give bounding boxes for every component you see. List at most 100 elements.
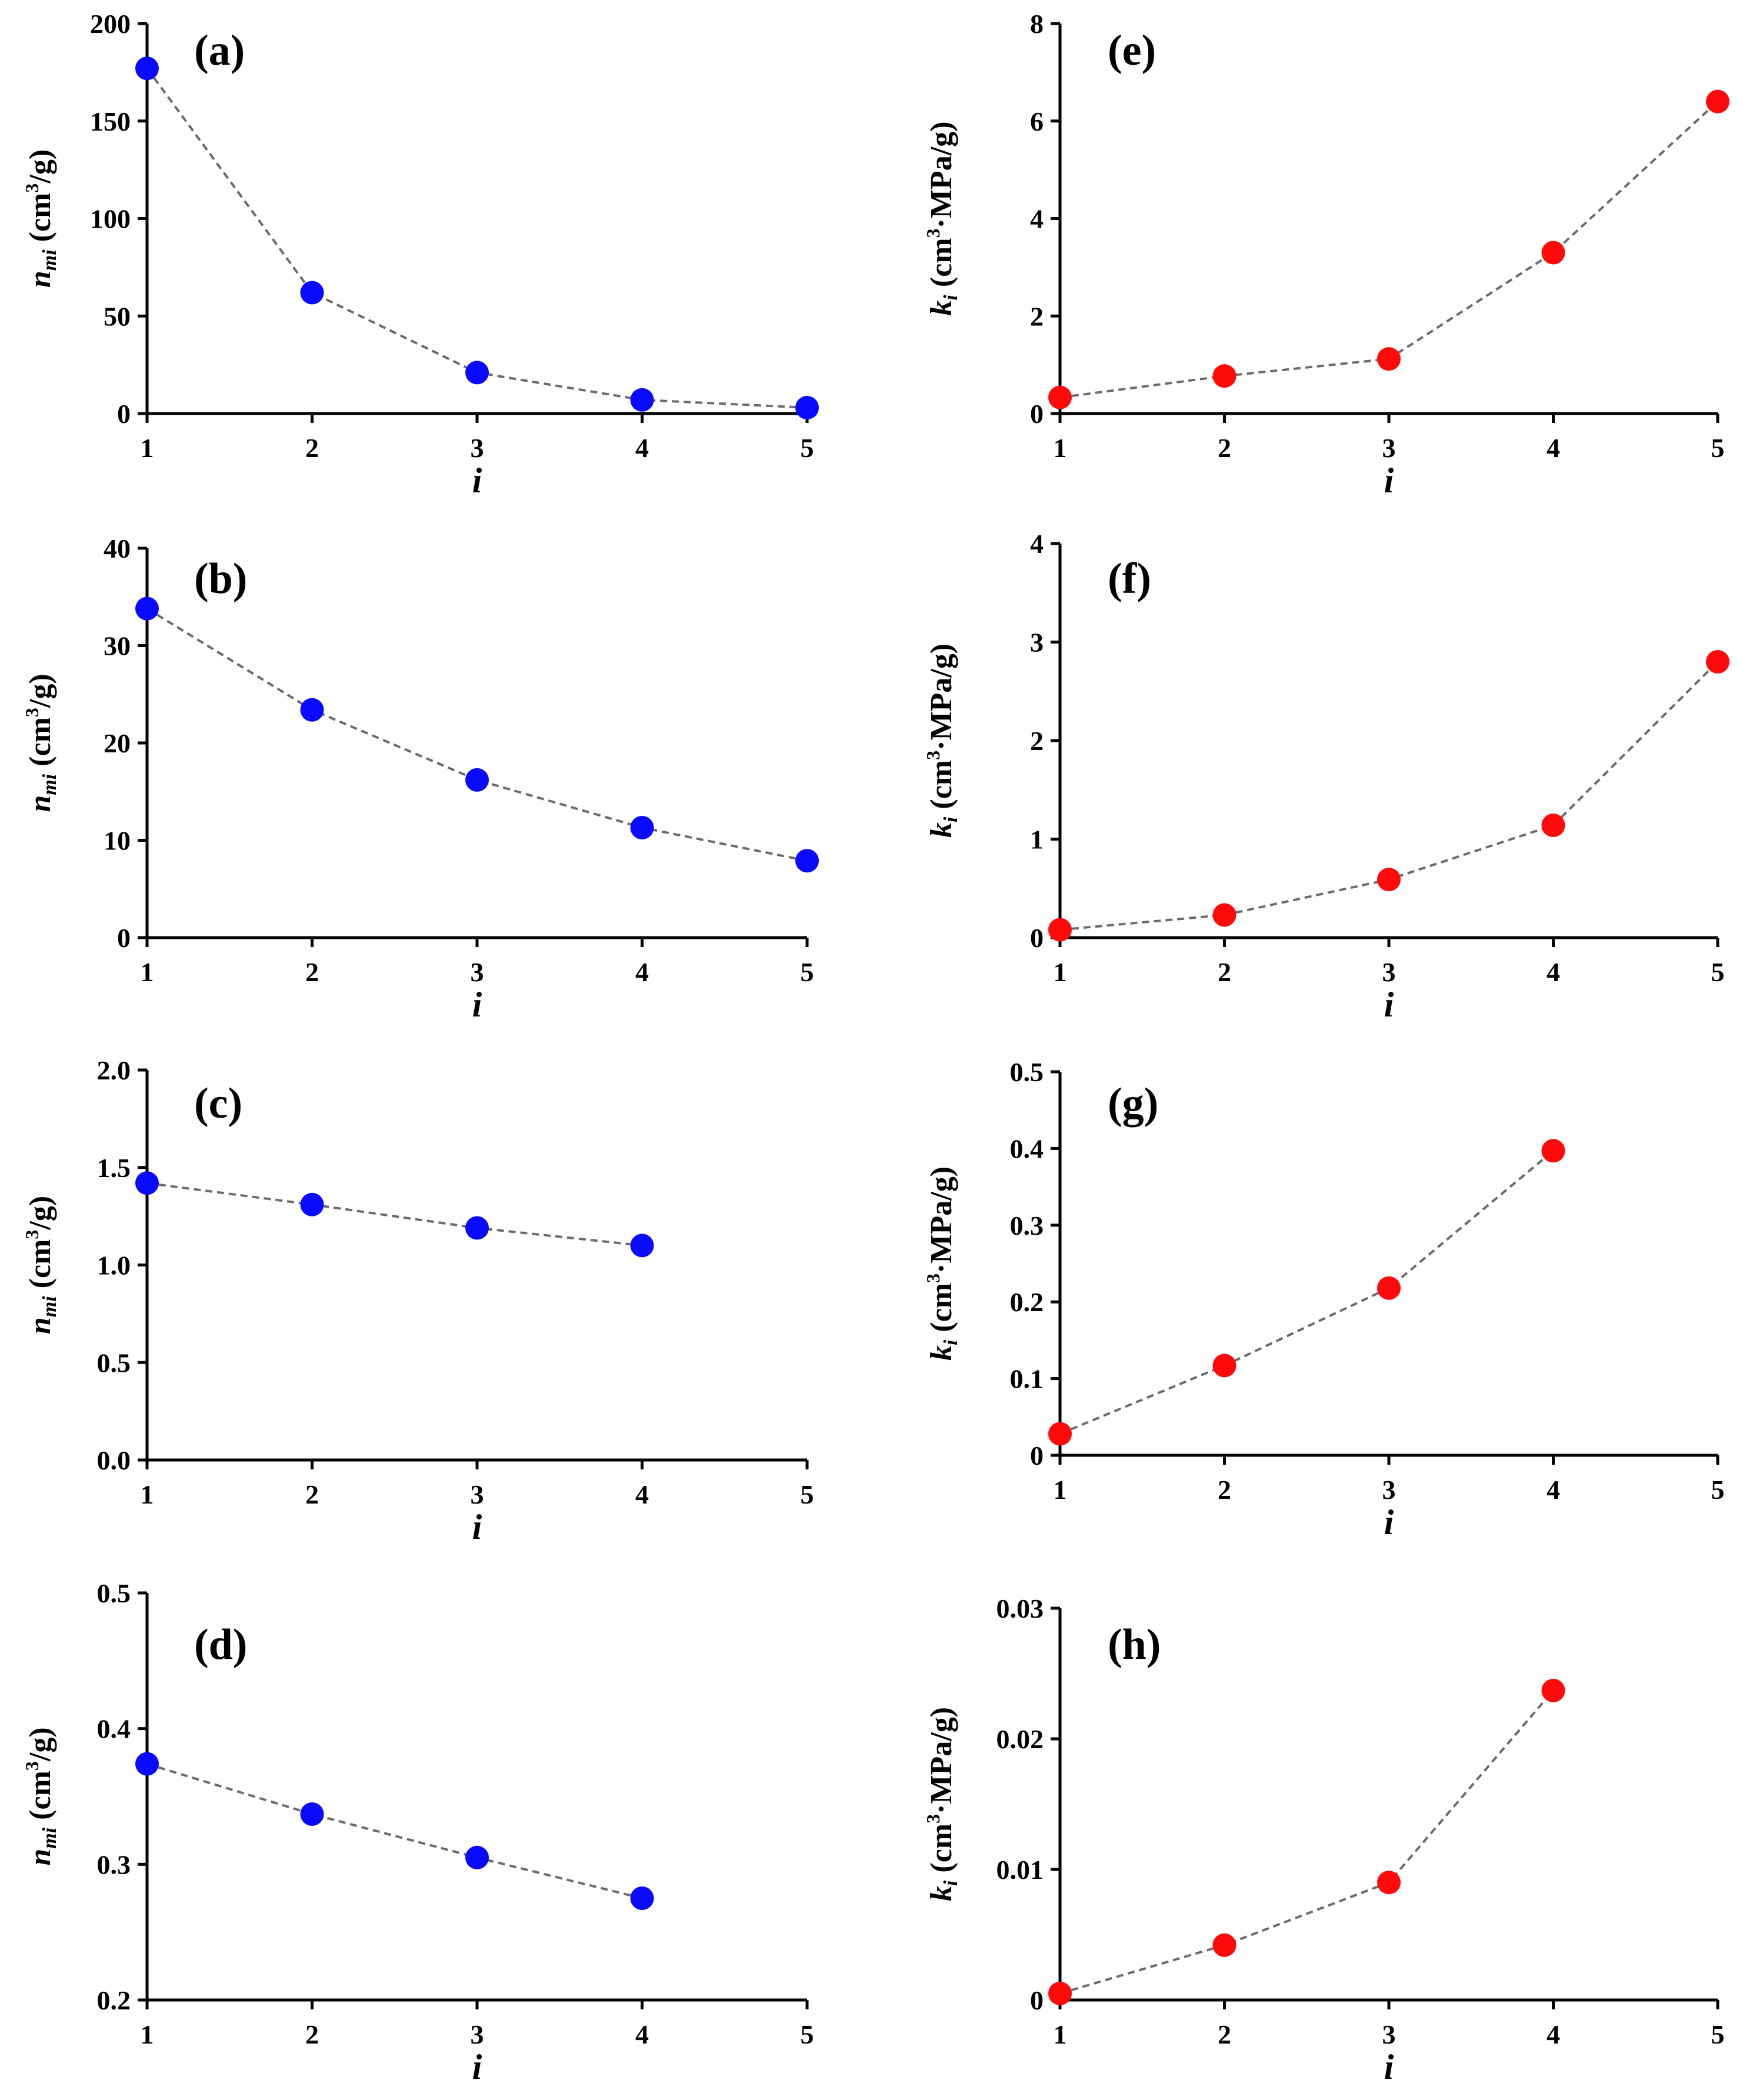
x-tick-label: 3 <box>471 957 484 987</box>
y-label-superscript: 3 <box>21 708 42 717</box>
y-label-unit: /g) <box>24 1196 57 1231</box>
y-tick-label: 0.5 <box>97 1348 131 1378</box>
y-tick-label: 0 <box>117 923 131 953</box>
data-point <box>1377 1871 1401 1895</box>
y-tick-label: 1.5 <box>97 1153 131 1183</box>
data-point <box>1541 814 1565 838</box>
data-point <box>1048 1981 1072 2005</box>
y-label-superscript: 3 <box>922 1274 944 1283</box>
y-label-unit: (cm <box>24 193 57 250</box>
x-tick-label: 3 <box>1382 1475 1396 1505</box>
x-tick-label: 4 <box>635 1479 649 1509</box>
y-axis-label: ki (cm3·MPa/g) <box>922 644 962 838</box>
data-point <box>1706 89 1729 114</box>
data-point <box>1541 1678 1565 1702</box>
data-point <box>795 849 819 873</box>
x-tick-label: 1 <box>141 957 154 987</box>
y-label-unit: /g) <box>24 149 57 184</box>
x-tick-label: 5 <box>801 957 814 987</box>
y-axis-label: nmi (cm3/g) <box>21 149 61 288</box>
x-tick-label: 4 <box>635 957 649 987</box>
y-tick-label: 0.0 <box>97 1445 131 1475</box>
x-tick-label: 2 <box>305 957 319 987</box>
x-tick-label: 4 <box>635 2019 649 2049</box>
y-label-unit: (cm <box>925 1283 958 1340</box>
y-label-unit: /g) <box>24 1727 57 1762</box>
y-tick-label: 0.2 <box>1010 1287 1044 1317</box>
y-label-subscript: i <box>940 1339 962 1345</box>
y-label-superscript: 3 <box>21 1230 42 1239</box>
y-label-unit: (cm <box>24 1239 57 1296</box>
y-tick-label: 4 <box>1030 204 1044 234</box>
x-tick-label: 5 <box>801 2019 814 2049</box>
y-tick-label: 0.4 <box>97 1714 131 1744</box>
y-tick-label: 8 <box>1030 9 1044 39</box>
y-label-subscript: i <box>940 295 962 301</box>
series-line <box>146 607 808 862</box>
y-tick-label: 0.01 <box>997 1855 1044 1885</box>
y-tick-label: 0.2 <box>97 1985 131 2015</box>
x-axis-label: i <box>472 461 482 500</box>
x-tick-label: 5 <box>1711 433 1725 463</box>
data-point <box>465 1216 489 1240</box>
y-tick-label: 6 <box>1030 106 1044 136</box>
series-line <box>1059 1149 1554 1435</box>
y-tick-label: 0.5 <box>1010 1057 1044 1087</box>
x-tick-label: 1 <box>1054 1475 1067 1505</box>
series-line <box>146 1762 642 1899</box>
x-tick-label: 2 <box>305 1479 319 1509</box>
y-label-superscript: 3 <box>922 751 944 760</box>
x-tick-label: 4 <box>635 433 649 463</box>
y-tick-label: 4 <box>1030 529 1044 559</box>
x-axis-label: i <box>472 985 482 1024</box>
data-point <box>1212 903 1237 927</box>
x-tick-label: 5 <box>801 1479 814 1509</box>
y-tick-label: 10 <box>104 826 131 856</box>
panel-label: (e) <box>1108 26 1156 75</box>
y-tick-label: 0 <box>1030 1985 1044 2015</box>
data-point <box>135 596 159 621</box>
data-point <box>1541 1139 1565 1163</box>
y-label-subscript: i <box>940 1880 962 1886</box>
y-tick-label: 0.3 <box>1010 1211 1044 1241</box>
data-point <box>300 281 324 305</box>
y-label-symbol: k <box>925 1886 958 1901</box>
x-tick-label: 5 <box>1711 957 1725 987</box>
data-point <box>795 396 819 420</box>
y-label-unit: (cm <box>24 1771 57 1828</box>
y-label-symbol: k <box>925 822 958 838</box>
x-tick-label: 2 <box>305 433 319 463</box>
data-point <box>630 1234 654 1258</box>
x-axis-label: i <box>472 1508 482 1546</box>
panel-label: (f) <box>1108 555 1151 603</box>
data-point <box>465 361 489 385</box>
x-tick-label: 4 <box>1547 433 1560 463</box>
x-axis-label: i <box>1384 461 1394 500</box>
y-tick-label: 2.0 <box>97 1055 131 1085</box>
y-label-superscript: 3 <box>21 1761 42 1771</box>
x-tick-label: 1 <box>141 433 154 463</box>
x-tick-label: 4 <box>1547 957 1560 987</box>
x-tick-label: 2 <box>1218 2019 1231 2049</box>
data-point <box>1377 868 1401 892</box>
x-tick-label: 5 <box>1711 1475 1725 1505</box>
x-tick-label: 1 <box>141 1479 154 1509</box>
data-point <box>135 56 159 81</box>
series-line <box>1059 1689 1555 1995</box>
y-tick-label: 0.1 <box>1010 1364 1044 1394</box>
data-point <box>300 1192 324 1216</box>
x-tick-label: 1 <box>1054 2019 1067 2049</box>
y-tick-label: 0.03 <box>997 1594 1044 1624</box>
y-label-unit: (cm <box>925 238 958 295</box>
y-axis-label: ki (cm3·MPa/g) <box>922 1707 962 1901</box>
y-label-subscript: mi <box>39 774 61 795</box>
series-line <box>146 68 808 409</box>
x-tick-label: 2 <box>1218 433 1231 463</box>
y-label-subscript: mi <box>39 249 61 271</box>
data-point <box>1212 1933 1237 1957</box>
